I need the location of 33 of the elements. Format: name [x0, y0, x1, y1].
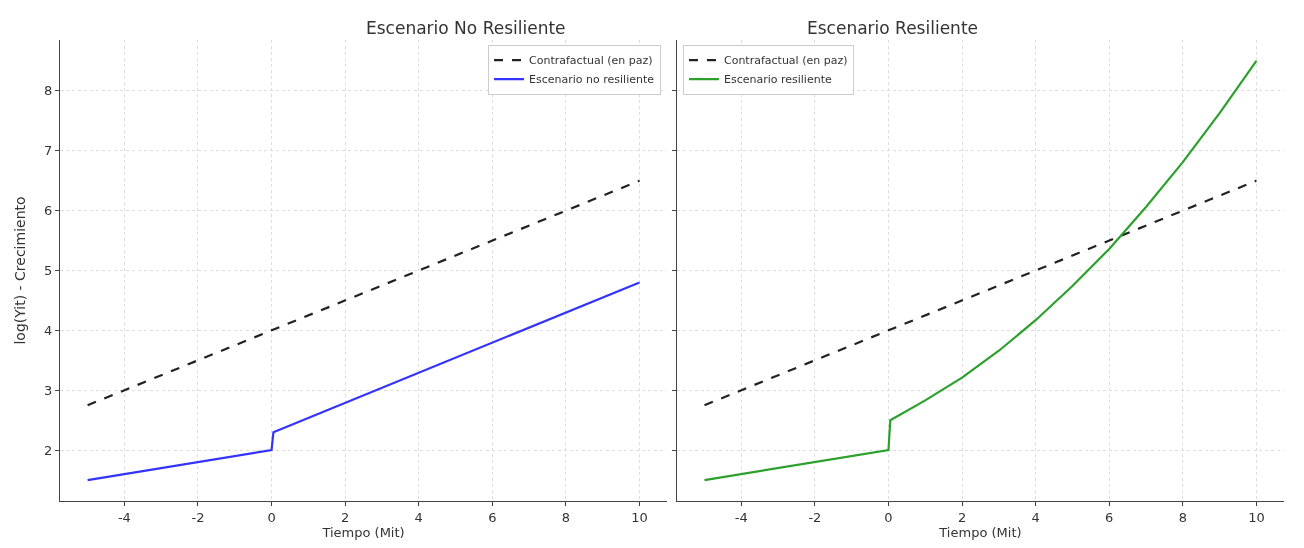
- y-tick-label: 4: [44, 322, 53, 338]
- y-tick-label: 2: [44, 442, 53, 458]
- line-series: [86, 281, 641, 482]
- y-tick-label: 8: [44, 83, 53, 99]
- legend-label: Escenario no resiliente: [529, 73, 655, 87]
- x-tick-label: 10: [631, 509, 648, 525]
- x-tick-label: 0: [267, 509, 276, 525]
- x-tick-label: 4: [414, 509, 423, 525]
- x-tick-label: -4: [734, 509, 748, 525]
- x-tick-label: 2: [957, 509, 967, 525]
- legend-label: Contrafactual (en paz): [723, 54, 848, 68]
- y-tick-label: 7: [44, 143, 53, 159]
- x-tick-label: 6: [488, 509, 497, 525]
- chart-title: Escenario No Resiliente: [366, 18, 566, 38]
- legend-label: Escenario resiliente: [723, 73, 832, 87]
- x-tick-label: -4: [117, 509, 131, 525]
- legend-label: Contrafactual (en paz): [529, 54, 653, 68]
- x-tick-label: -2: [808, 509, 822, 525]
- x-tick-label: 4: [1031, 509, 1040, 525]
- y-tick-label: 5: [44, 263, 53, 279]
- x-tick-label: 0: [884, 509, 893, 525]
- y-axis-title: log(Yit) - Crecimiento: [11, 196, 28, 345]
- x-tick-label: 6: [1105, 509, 1114, 525]
- x-tick-label: -2: [191, 509, 205, 525]
- x-axis-title: Tiempo (Mit): [321, 524, 405, 540]
- x-tick-label: 8: [1178, 509, 1187, 525]
- x-axis-title: Tiempo (Mit): [938, 524, 1022, 540]
- x-tick-label: 10: [1248, 509, 1265, 525]
- x-tick-label: 2: [341, 509, 350, 525]
- y-tick-label: 3: [44, 382, 53, 398]
- chart-title: Escenario Resiliente: [807, 18, 979, 38]
- x-tick-label: 8: [561, 509, 571, 525]
- y-tick-label: 6: [44, 203, 53, 219]
